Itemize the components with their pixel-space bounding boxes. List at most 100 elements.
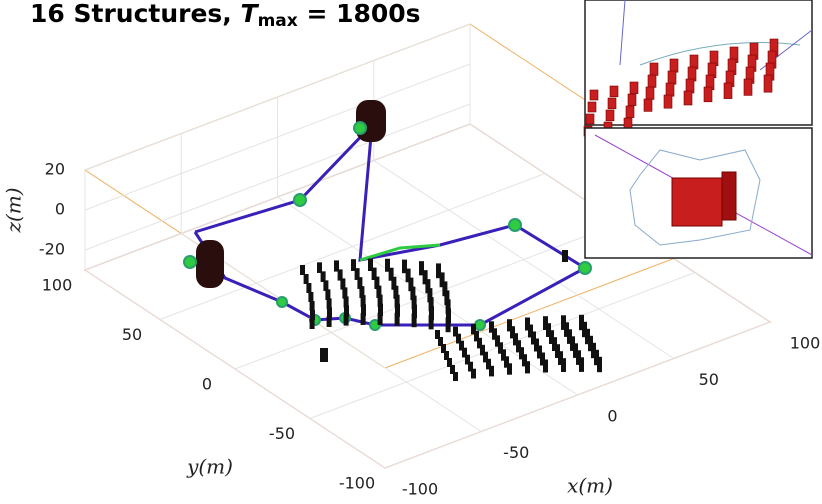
- structure-block: [385, 258, 390, 272]
- structure-block: [393, 285, 399, 299]
- structure-block: [510, 326, 515, 339]
- title-symbol: T: [241, 0, 260, 28]
- z-tick-label: 0: [55, 200, 65, 219]
- structure-block: [428, 315, 434, 330]
- structure-block: [445, 299, 451, 315]
- structure-block: [395, 303, 400, 317]
- structure-block: [410, 286, 416, 301]
- structure-block: [394, 294, 400, 308]
- y-axis-label: y(m): [186, 455, 233, 479]
- structure-block: [326, 298, 332, 309]
- red-block: [627, 93, 637, 106]
- structure-block: [357, 277, 363, 289]
- grid-line: [159, 173, 546, 320]
- structure-block: [368, 258, 373, 271]
- structure-block: [450, 365, 455, 374]
- structure-block: [441, 344, 446, 353]
- structure-block: [504, 356, 509, 368]
- red-block: [683, 90, 693, 106]
- structure-block: [462, 347, 467, 358]
- chart-title: 16 Structures, Tmax = 1800s: [30, 0, 421, 31]
- x-tick-label: 0: [607, 407, 617, 426]
- structure-block: [425, 279, 431, 294]
- structure-block: [371, 267, 377, 280]
- red-block: [589, 89, 599, 101]
- structure-block: [394, 312, 400, 326]
- structure-block: [435, 330, 440, 339]
- structure-block: [597, 356, 602, 373]
- structure-block: [377, 294, 383, 307]
- y-tick-label: 0: [202, 375, 212, 394]
- structure-block: [471, 323, 476, 335]
- structure-block: [374, 276, 380, 289]
- structure-block: [388, 267, 394, 281]
- structure-block: [342, 287, 348, 299]
- red-block: [703, 86, 713, 103]
- structure-block: [309, 319, 315, 329]
- structure-block: [573, 343, 578, 358]
- structure-block: [405, 268, 411, 283]
- title-tail: = 1800s: [298, 0, 421, 28]
- structure-block: [525, 361, 530, 374]
- z-axis-label: z(m): [2, 187, 26, 233]
- red-block: [723, 82, 733, 99]
- structure-block: [445, 317, 451, 333]
- structure-block: [411, 295, 417, 310]
- structure-block: [507, 319, 512, 332]
- grid-line: [384, 321, 771, 469]
- red-block: [607, 97, 617, 110]
- structure-block: [561, 315, 566, 330]
- structure-block: [360, 295, 366, 307]
- structure-block: [456, 333, 461, 344]
- structure-block: [334, 260, 339, 272]
- red-block: [647, 74, 657, 88]
- grid-line: [84, 63, 471, 211]
- x-tick-label: -100: [402, 480, 438, 499]
- structure-block: [337, 269, 343, 281]
- structure-block: [411, 313, 417, 328]
- structure-block: [528, 324, 533, 338]
- structure-block: [579, 357, 584, 372]
- structure-block: [564, 322, 569, 337]
- x-tick-label: -50: [503, 443, 529, 462]
- structure-block: [519, 347, 524, 360]
- structure-block: [419, 261, 424, 276]
- y-tick-label: 50: [122, 325, 142, 344]
- structure-block: [310, 310, 315, 320]
- structure-block: [391, 276, 397, 290]
- red-block: [645, 86, 655, 100]
- structure-block: [343, 314, 349, 326]
- red-block: [743, 78, 753, 96]
- structure-block: [326, 316, 332, 327]
- structure-block: [306, 283, 312, 293]
- structure-block: [516, 340, 521, 353]
- y-tick-label: -50: [269, 424, 295, 443]
- structure-block: [555, 344, 560, 358]
- red-block: [629, 81, 639, 94]
- grid-line: [84, 103, 471, 251]
- trajectory: [193, 120, 588, 327]
- structure-block: [309, 301, 315, 311]
- structure-block: [549, 330, 554, 344]
- structure-block: [498, 342, 503, 354]
- structure-block: [552, 337, 557, 351]
- structure-block: [344, 305, 349, 317]
- red-block: [605, 109, 615, 122]
- structure-block: [591, 342, 596, 359]
- structure-block: [534, 338, 539, 352]
- structure-block: [343, 296, 349, 308]
- red-block: [625, 105, 635, 118]
- structure-block: [588, 335, 593, 352]
- structure-blocks: [300, 258, 602, 381]
- grid-line: [84, 123, 471, 271]
- x-tick-label: 100: [790, 334, 821, 353]
- structure-block: [594, 349, 599, 366]
- structure-block: [327, 307, 332, 318]
- structure-block: [537, 345, 542, 359]
- structure-block: [402, 259, 407, 274]
- structure-block: [570, 336, 575, 351]
- structure-block: [567, 329, 572, 344]
- structure-block: [359, 286, 365, 298]
- structure-block: [427, 288, 433, 303]
